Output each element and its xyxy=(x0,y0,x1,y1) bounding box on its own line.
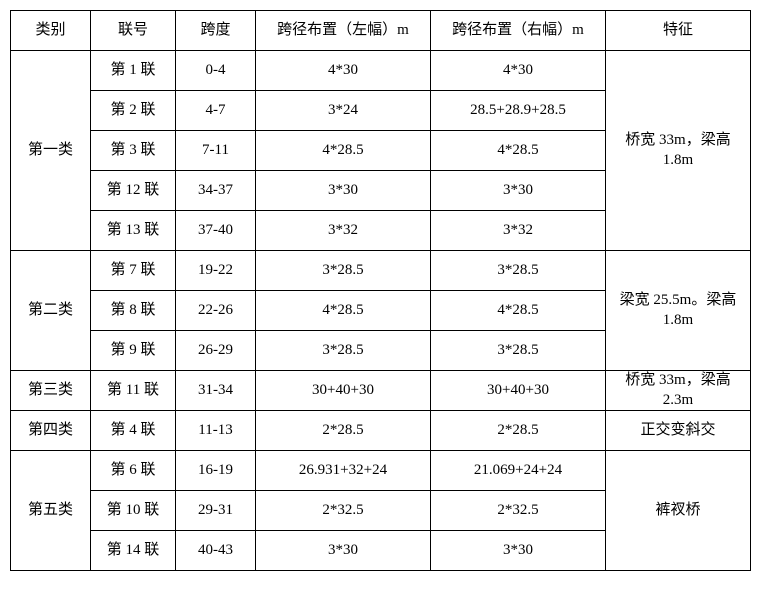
category-cell: 第一类 xyxy=(11,51,91,251)
right-cell: 30+40+30 xyxy=(431,371,606,411)
col-header-1: 联号 xyxy=(91,11,176,51)
col-header-3: 跨径布置（左幅）m xyxy=(256,11,431,51)
lian-cell: 第 3 联 xyxy=(91,131,176,171)
right-cell: 3*28.5 xyxy=(431,251,606,291)
lian-cell: 第 2 联 xyxy=(91,91,176,131)
span-cell: 37-40 xyxy=(176,211,256,251)
right-cell: 3*28.5 xyxy=(431,331,606,371)
col-header-4: 跨径布置（右幅）m xyxy=(431,11,606,51)
left-cell: 2*28.5 xyxy=(256,411,431,451)
left-cell: 2*32.5 xyxy=(256,491,431,531)
lian-cell: 第 8 联 xyxy=(91,291,176,331)
lian-cell: 第 13 联 xyxy=(91,211,176,251)
col-header-0: 类别 xyxy=(11,11,91,51)
left-cell: 4*28.5 xyxy=(256,131,431,171)
span-cell: 31-34 xyxy=(176,371,256,411)
left-cell: 3*28.5 xyxy=(256,251,431,291)
lian-cell: 第 7 联 xyxy=(91,251,176,291)
right-cell: 3*30 xyxy=(431,531,606,571)
lian-cell: 第 10 联 xyxy=(91,491,176,531)
feature-cell: 桥宽 33m，梁高 1.8m xyxy=(606,51,751,251)
right-cell: 2*32.5 xyxy=(431,491,606,531)
left-cell: 4*30 xyxy=(256,51,431,91)
left-cell: 3*28.5 xyxy=(256,331,431,371)
left-cell: 3*32 xyxy=(256,211,431,251)
lian-cell: 第 12 联 xyxy=(91,171,176,211)
span-cell: 34-37 xyxy=(176,171,256,211)
col-header-5: 特征 xyxy=(606,11,751,51)
category-cell: 第三类 xyxy=(11,371,91,411)
lian-cell: 第 9 联 xyxy=(91,331,176,371)
category-cell: 第二类 xyxy=(11,251,91,371)
span-cell: 4-7 xyxy=(176,91,256,131)
span-cell: 19-22 xyxy=(176,251,256,291)
col-header-2: 跨度 xyxy=(176,11,256,51)
span-cell: 0-4 xyxy=(176,51,256,91)
left-cell: 3*30 xyxy=(256,171,431,211)
left-cell: 3*30 xyxy=(256,531,431,571)
right-cell: 4*28.5 xyxy=(431,291,606,331)
left-cell: 3*24 xyxy=(256,91,431,131)
right-cell: 28.5+28.9+28.5 xyxy=(431,91,606,131)
right-cell: 4*28.5 xyxy=(431,131,606,171)
table-row: 第二类第 7 联19-223*28.53*28.5梁宽 25.5m。梁高 1.8… xyxy=(11,251,751,291)
table-row: 第五类第 6 联16-1926.931+32+2421.069+24+24裤衩桥 xyxy=(11,451,751,491)
bridge-span-table: 类别联号跨度跨径布置（左幅）m跨径布置（右幅）m特征第一类第 1 联0-44*3… xyxy=(10,10,751,571)
table-row: 第三类第 11 联31-3430+40+3030+40+30桥宽 33m，梁高 … xyxy=(11,371,751,411)
feature-cell: 桥宽 33m，梁高 2.3m xyxy=(606,371,751,411)
left-cell: 30+40+30 xyxy=(256,371,431,411)
left-cell: 4*28.5 xyxy=(256,291,431,331)
category-cell: 第五类 xyxy=(11,451,91,571)
lian-cell: 第 6 联 xyxy=(91,451,176,491)
span-cell: 16-19 xyxy=(176,451,256,491)
table-row: 第四类第 4 联11-132*28.52*28.5正交变斜交 xyxy=(11,411,751,451)
right-cell: 3*30 xyxy=(431,171,606,211)
feature-cell: 裤衩桥 xyxy=(606,451,751,571)
span-cell: 7-11 xyxy=(176,131,256,171)
category-cell: 第四类 xyxy=(11,411,91,451)
lian-cell: 第 4 联 xyxy=(91,411,176,451)
table-row: 第一类第 1 联0-44*304*30桥宽 33m，梁高 1.8m xyxy=(11,51,751,91)
right-cell: 4*30 xyxy=(431,51,606,91)
feature-cell: 梁宽 25.5m。梁高 1.8m xyxy=(606,251,751,371)
right-cell: 2*28.5 xyxy=(431,411,606,451)
span-cell: 26-29 xyxy=(176,331,256,371)
lian-cell: 第 14 联 xyxy=(91,531,176,571)
span-cell: 29-31 xyxy=(176,491,256,531)
lian-cell: 第 11 联 xyxy=(91,371,176,411)
feature-cell: 正交变斜交 xyxy=(606,411,751,451)
right-cell: 3*32 xyxy=(431,211,606,251)
lian-cell: 第 1 联 xyxy=(91,51,176,91)
right-cell: 21.069+24+24 xyxy=(431,451,606,491)
span-cell: 22-26 xyxy=(176,291,256,331)
left-cell: 26.931+32+24 xyxy=(256,451,431,491)
span-cell: 11-13 xyxy=(176,411,256,451)
span-cell: 40-43 xyxy=(176,531,256,571)
